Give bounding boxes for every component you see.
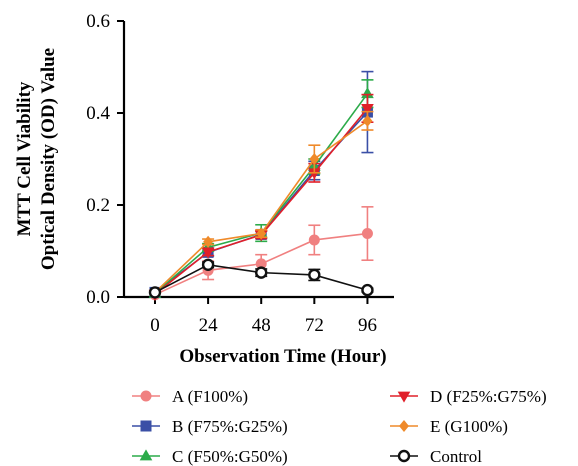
legend-label: D (F25%:G75%) (430, 387, 547, 406)
data-point (362, 114, 373, 127)
legend-item: A (F100%) (132, 387, 248, 406)
x-tick-label: 0 (150, 315, 160, 336)
data-point (203, 235, 214, 248)
y-tick-label: 0.0 (86, 287, 110, 308)
x-axis-ticks: 0 24 48 72 96 (150, 297, 377, 336)
legend-marker (139, 449, 153, 461)
legend-marker (397, 449, 411, 463)
series-1 (149, 206, 374, 301)
y-tick-label: 0.4 (86, 103, 110, 124)
data-point (361, 283, 374, 297)
x-tick-label: 48 (252, 315, 271, 336)
x-tick-label: 72 (305, 315, 324, 336)
plot-area: 0.0 0.2 0.4 0.6 0 24 48 72 96 (86, 11, 394, 336)
legend-label: E (G100%) (430, 417, 508, 436)
data-point (308, 234, 320, 246)
legend-label: C (F50%:G50%) (172, 447, 288, 466)
y-axis-title-line-2: Optical Density (OD) Value (38, 48, 59, 270)
data-point (361, 228, 373, 240)
legend-item: B (F75%:G25%) (132, 417, 288, 436)
series-6 (148, 258, 374, 299)
x-tick-label: 96 (358, 315, 377, 336)
data-point (255, 266, 268, 279)
legend-marker (140, 420, 152, 432)
data-point (309, 152, 320, 166)
y-tick-label: 0.2 (86, 195, 110, 216)
legend-item: Control (390, 447, 482, 466)
y-tick-label: 0.6 (86, 11, 110, 32)
y-axis-title: MTT Cell Viability Optical Density (OD) … (14, 48, 59, 270)
legend-label: B (F75%:G25%) (172, 417, 288, 436)
data-point (361, 104, 374, 115)
legend-label: A (F100%) (172, 387, 248, 406)
legend-label: Control (430, 447, 482, 466)
data-point (148, 286, 162, 299)
legend-item: E (G100%) (390, 417, 508, 436)
legend-marker (140, 390, 152, 402)
data-point (308, 268, 321, 282)
data-point (201, 247, 215, 259)
x-tick-label: 24 (199, 315, 219, 336)
legend: A (F100%) B (F75%:G25%) C (F50%:G50%) D (F2… (132, 387, 547, 466)
y-axis-title-line-1: MTT Cell Viability (14, 81, 35, 236)
legend-marker (399, 419, 409, 433)
data-point (201, 258, 215, 271)
x-axis-title: Observation Time (Hour) (179, 346, 386, 367)
data-point (256, 227, 267, 240)
data-point (255, 258, 267, 270)
legend-item: C (F50%:G50%) (132, 447, 288, 466)
legend-item: D (F25%:G75%) (390, 387, 547, 406)
legend-marker (397, 391, 411, 403)
y-axis-ticks: 0.0 0.2 0.4 0.6 (86, 11, 124, 308)
series-layer (148, 70, 374, 301)
data-point (308, 168, 321, 180)
